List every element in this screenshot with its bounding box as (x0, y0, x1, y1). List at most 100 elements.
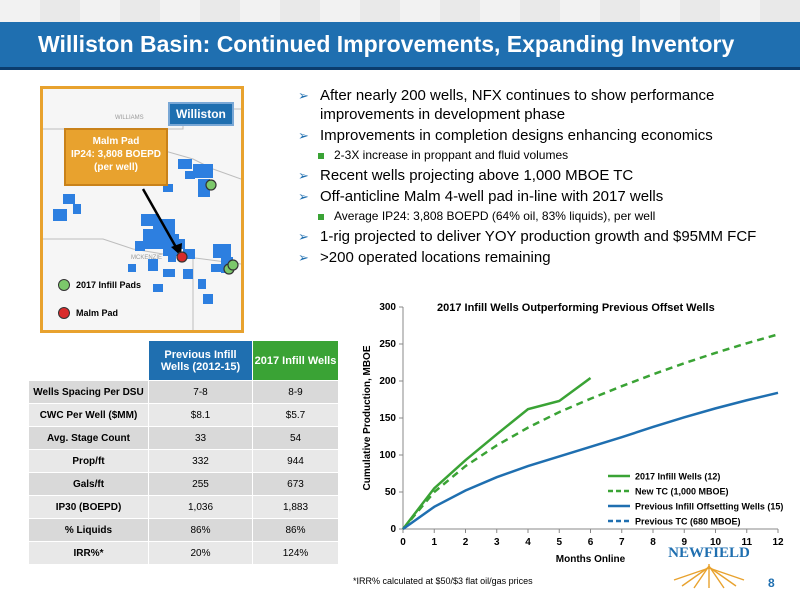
x-tick-label: 1 (431, 537, 437, 548)
infill-2017-value-cell: 1,883 (252, 495, 339, 519)
table-row: Gals/ft 255 673 (28, 472, 339, 496)
newfield-logo: NEWFIELD (668, 545, 750, 589)
callout-line: Malm Pad (92, 136, 140, 147)
series-line-1 (402, 333, 779, 530)
infill-2017-value-cell: 673 (252, 472, 339, 496)
red-dot-icon (58, 307, 70, 319)
table-header-row: Previous Infill Wells (2012-15) 2017 Inf… (28, 340, 339, 381)
x-tick-label: 0 (400, 537, 406, 548)
previous-value-cell: 1,036 (148, 495, 253, 519)
row-label-cell: IP30 (BOEPD) (28, 495, 149, 519)
previous-value-cell: 7-8 (148, 380, 253, 404)
series-line-0 (402, 377, 592, 530)
title-bar-accent (0, 67, 800, 70)
row-label-cell: Wells Spacing Per DSU (28, 380, 149, 404)
table-header-previous: Previous Infill Wells (2012-15) (148, 340, 253, 381)
previous-value-cell: 20% (148, 541, 253, 565)
infill-2017-value-cell: 8-9 (252, 380, 339, 404)
green-dot-icon (58, 279, 70, 291)
legend-item-infill: 2017 Infill Pads (58, 279, 141, 291)
y-axis-label: Cumulative Production, MBOE (362, 345, 373, 490)
x-tick-label: 9 (681, 537, 687, 548)
basin-map: WILLIAMS MCKENZIE (40, 86, 244, 333)
y-tick-label: 300 (379, 302, 396, 313)
y-tick-label: 100 (379, 450, 396, 461)
bullet-text: Off-anticline Malm 4-well pad in-line wi… (320, 188, 664, 205)
table-header-2017: 2017 Infill Wells (252, 340, 339, 381)
bullet-item: ➢ >200 operated locations remaining (298, 248, 768, 267)
callout-line: (per well) (94, 162, 138, 173)
infill-2017-value-cell: 944 (252, 449, 339, 473)
bullet-text: >200 operated locations remaining (320, 249, 551, 266)
sub-bullet-item: 2-3X increase in proppant and fluid volu… (298, 147, 768, 164)
bullet-item: ➢ Off-anticline Malm 4-well pad in-line w… (298, 187, 768, 206)
x-tick-label: 3 (494, 537, 500, 548)
x-tick-label: 8 (650, 537, 656, 548)
y-tick-label: 50 (385, 487, 397, 498)
bullet-text: 2-3X increase in proppant and fluid volu… (334, 148, 569, 162)
square-bullet-icon (318, 214, 324, 220)
x-tick-label: 5 (556, 537, 562, 548)
infill-pad-marker (227, 259, 239, 271)
table-row: IRR%* 20% 124% (28, 541, 339, 565)
x-tick-label: 11 (741, 537, 752, 548)
previous-value-cell: 332 (148, 449, 253, 473)
legend-label: New TC (1,000 MBOE) (635, 487, 729, 497)
county-label-williams: WILLIAMS (115, 115, 144, 121)
row-label-cell: IRR%* (28, 541, 149, 565)
previous-value-cell: 255 (148, 472, 253, 496)
callout-line: IP24: 3,808 BOEPD (70, 149, 162, 160)
arrow-bullet-icon: ➢ (298, 168, 309, 183)
arrow-bullet-icon: ➢ (298, 250, 309, 265)
bullet-item: ➢ 1-rig projected to deliver YOY producti… (298, 227, 768, 246)
county-label-mckenzie: MCKENZIE (131, 255, 162, 261)
table-row: Wells Spacing Per DSU 7-8 8-9 (28, 380, 339, 404)
x-tick-label: 10 (710, 537, 722, 548)
x-tick-label: 4 (525, 537, 531, 548)
square-bullet-icon (318, 153, 324, 159)
arrow-bullet-icon: ➢ (298, 128, 309, 143)
series-line-2 (402, 391, 779, 531)
logo-rays-icon (673, 564, 745, 589)
page-number: 8 (768, 576, 775, 590)
previous-value-cell: $8.1 (148, 403, 253, 427)
sub-bullet-item: Average IP24: 3,808 BOEPD (64% oil, 83% … (298, 208, 768, 225)
arrow-bullet-icon: ➢ (298, 229, 309, 244)
infill-2017-value-cell: 54 (252, 426, 339, 450)
legend-label: 2017 Infill Wells (12) (635, 472, 720, 482)
table-row: % Liquids 86% 86% (28, 518, 339, 542)
callout-arrow (141, 188, 179, 250)
table-row: IP30 (BOEPD) 1,036 1,883 (28, 495, 339, 519)
x-tick-label: 6 (588, 537, 594, 548)
bullet-item: ➢ Recent wells projecting above 1,000 MBO… (298, 166, 768, 185)
table-row: Avg. Stage Count 33 54 (28, 426, 339, 450)
infill-2017-value-cell: 124% (252, 541, 339, 565)
table-row: Prop/ft 332 944 (28, 449, 339, 473)
x-tick-label: 7 (619, 537, 625, 548)
y-tick-label: 200 (379, 376, 396, 387)
arrow-bullet-icon: ➢ (298, 88, 309, 103)
bullet-text: Average IP24: 3,808 BOEPD (64% oil, 83% … (334, 209, 656, 223)
row-label-cell: Prop/ft (28, 449, 149, 473)
previous-value-cell: 86% (148, 518, 253, 542)
comparison-table: Previous Infill Wells (2012-15) 2017 Inf… (28, 340, 339, 565)
row-label-cell: CWC Per Well ($MM) (28, 403, 149, 427)
x-tick-label: 12 (772, 537, 784, 548)
previous-value-cell: 33 (148, 426, 253, 450)
x-tick-label: 2 (463, 537, 469, 548)
logo-text: NEWFIELD (668, 545, 750, 561)
bullet-item: ➢ Improvements in completion designs enha… (298, 126, 768, 145)
bullet-text: After nearly 200 wells, NFX continues to… (320, 87, 715, 123)
bullet-text: Recent wells projecting above 1,000 MBOE… (320, 167, 634, 184)
row-label-cell: Gals/ft (28, 472, 149, 496)
legend-label: 2017 Infill Pads (76, 280, 142, 290)
table-body: Wells Spacing Per DSU 7-8 8-9 CWC Per Well … (28, 380, 339, 565)
y-tick-label: 0 (390, 524, 396, 535)
infill-pad-marker (205, 179, 217, 191)
title-bar (0, 22, 800, 69)
slide-title: Williston Basin: Continued Improvements,… (38, 31, 735, 57)
row-label-cell: Avg. Stage Count (28, 426, 149, 450)
map-graphic: WILLIAMS MCKENZIE (43, 108, 241, 330)
